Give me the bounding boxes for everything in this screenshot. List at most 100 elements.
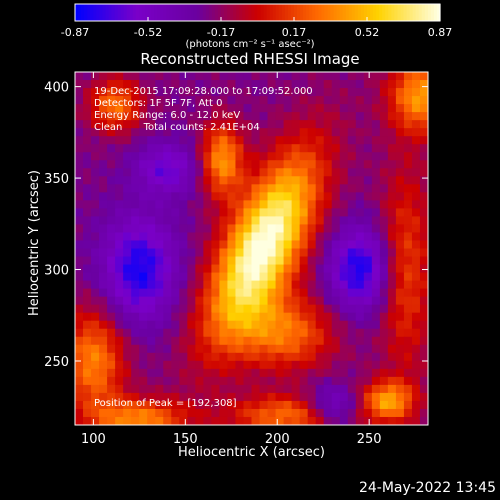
heatmap-cell — [115, 272, 124, 282]
heatmap-cell — [163, 208, 172, 217]
heatmap-cell — [171, 280, 180, 290]
heatmap-cell — [291, 312, 301, 322]
heatmap-cell — [243, 168, 252, 177]
heatmap-cell — [131, 304, 140, 314]
heatmap-cell — [259, 80, 269, 89]
heatmap-cell — [171, 176, 180, 185]
heatmap-cell — [299, 232, 309, 241]
heatmap-cell — [147, 88, 156, 97]
heatmap-cell — [267, 240, 277, 249]
heatmap-cell — [99, 80, 108, 89]
heatmap-cell — [243, 232, 252, 241]
heatmap-cell — [411, 296, 421, 306]
heatmap-cell — [107, 328, 116, 338]
heatmap-cell — [155, 336, 164, 346]
heatmap-cell — [339, 328, 349, 338]
heatmap-cell — [363, 272, 373, 282]
heatmap-cell — [243, 128, 252, 137]
colorbar-cell — [84, 4, 88, 21]
heatmap-cell — [259, 160, 269, 169]
heatmap-cell — [307, 352, 317, 362]
heatmap-cell — [387, 200, 397, 209]
heatmap-cell — [371, 104, 381, 113]
heatmap-cell — [243, 416, 252, 426]
heatmap-cell — [163, 96, 172, 105]
heatmap-image — [75, 72, 429, 426]
heatmap-cell — [147, 168, 156, 177]
heatmap-cell — [331, 368, 341, 378]
heatmap-cell — [331, 400, 341, 410]
heatmap-cell — [275, 200, 285, 209]
heatmap-cell — [267, 224, 277, 233]
heatmap-cell — [283, 392, 293, 402]
heatmap-cell — [331, 192, 341, 201]
heatmap-cell — [339, 368, 349, 378]
heatmap-cell — [363, 328, 373, 338]
heatmap-cell — [387, 224, 397, 233]
heatmap-cell — [243, 192, 252, 201]
heatmap-cell — [347, 104, 357, 113]
heatmap-cell — [227, 400, 236, 410]
heatmap-cell — [307, 96, 317, 105]
heatmap-cell — [395, 160, 405, 169]
heatmap-cell — [187, 72, 196, 81]
heatmap-cell — [419, 320, 429, 330]
heatmap-cell — [211, 88, 220, 97]
heatmap-cell — [267, 168, 277, 177]
heatmap-cell — [155, 160, 164, 169]
heatmap-cell — [323, 336, 333, 346]
heatmap-cell — [115, 264, 124, 274]
heatmap-cell — [91, 256, 100, 266]
heatmap-cell — [91, 288, 100, 298]
colorbar-cell — [433, 4, 438, 21]
heatmap-cell — [203, 232, 212, 241]
heatmap-cell — [371, 232, 381, 241]
heatmap-cell — [331, 104, 341, 113]
heatmap-cell — [235, 416, 244, 426]
heatmap-cell — [363, 224, 373, 233]
heatmap-cell — [131, 272, 140, 282]
colorbar-cell — [330, 4, 335, 21]
heatmap-cell — [107, 152, 116, 161]
heatmap-cell — [179, 352, 188, 362]
heatmap-cell — [251, 296, 261, 306]
heatmap-cell — [395, 368, 405, 378]
colorbar-cell — [354, 4, 359, 21]
heatmap-cell — [203, 208, 212, 217]
heatmap-cell — [307, 336, 317, 346]
heatmap-cell — [131, 296, 140, 306]
heatmap-cell — [75, 88, 84, 97]
heatmap-cell — [339, 248, 349, 258]
heatmap-cell — [267, 72, 277, 81]
heatmap-cell — [75, 272, 84, 282]
colorbar-cell — [190, 4, 195, 21]
colorbar-tick-label: -0.17 — [207, 26, 235, 39]
heatmap-cell — [291, 200, 301, 209]
heatmap-cell — [171, 384, 180, 394]
heatmap-cell — [235, 232, 244, 241]
heatmap-cell — [403, 232, 413, 241]
heatmap-cell — [219, 368, 228, 378]
heatmap-cell — [299, 88, 309, 97]
heatmap-cell — [379, 88, 389, 97]
heatmap-cell — [235, 216, 244, 225]
heatmap-cell — [91, 376, 100, 386]
heatmap-cell — [99, 96, 108, 105]
heatmap-cell — [147, 392, 156, 402]
heatmap-cell — [211, 392, 220, 402]
heatmap-cell — [91, 104, 100, 113]
heatmap-cell — [315, 352, 325, 362]
colorbar-cell — [208, 4, 213, 21]
heatmap-cell — [115, 296, 124, 306]
heatmap-cell — [283, 312, 293, 322]
heatmap-cell — [91, 96, 100, 105]
heatmap-cell — [259, 384, 269, 394]
heatmap-cell — [403, 192, 413, 201]
heatmap-cell — [227, 304, 236, 314]
heatmap-cell — [331, 168, 341, 177]
heatmap-cell — [115, 328, 124, 338]
heatmap-cell — [379, 72, 389, 81]
colorbar-cell — [230, 4, 234, 21]
heatmap-cell — [283, 368, 293, 378]
heatmap-cell — [171, 192, 180, 201]
